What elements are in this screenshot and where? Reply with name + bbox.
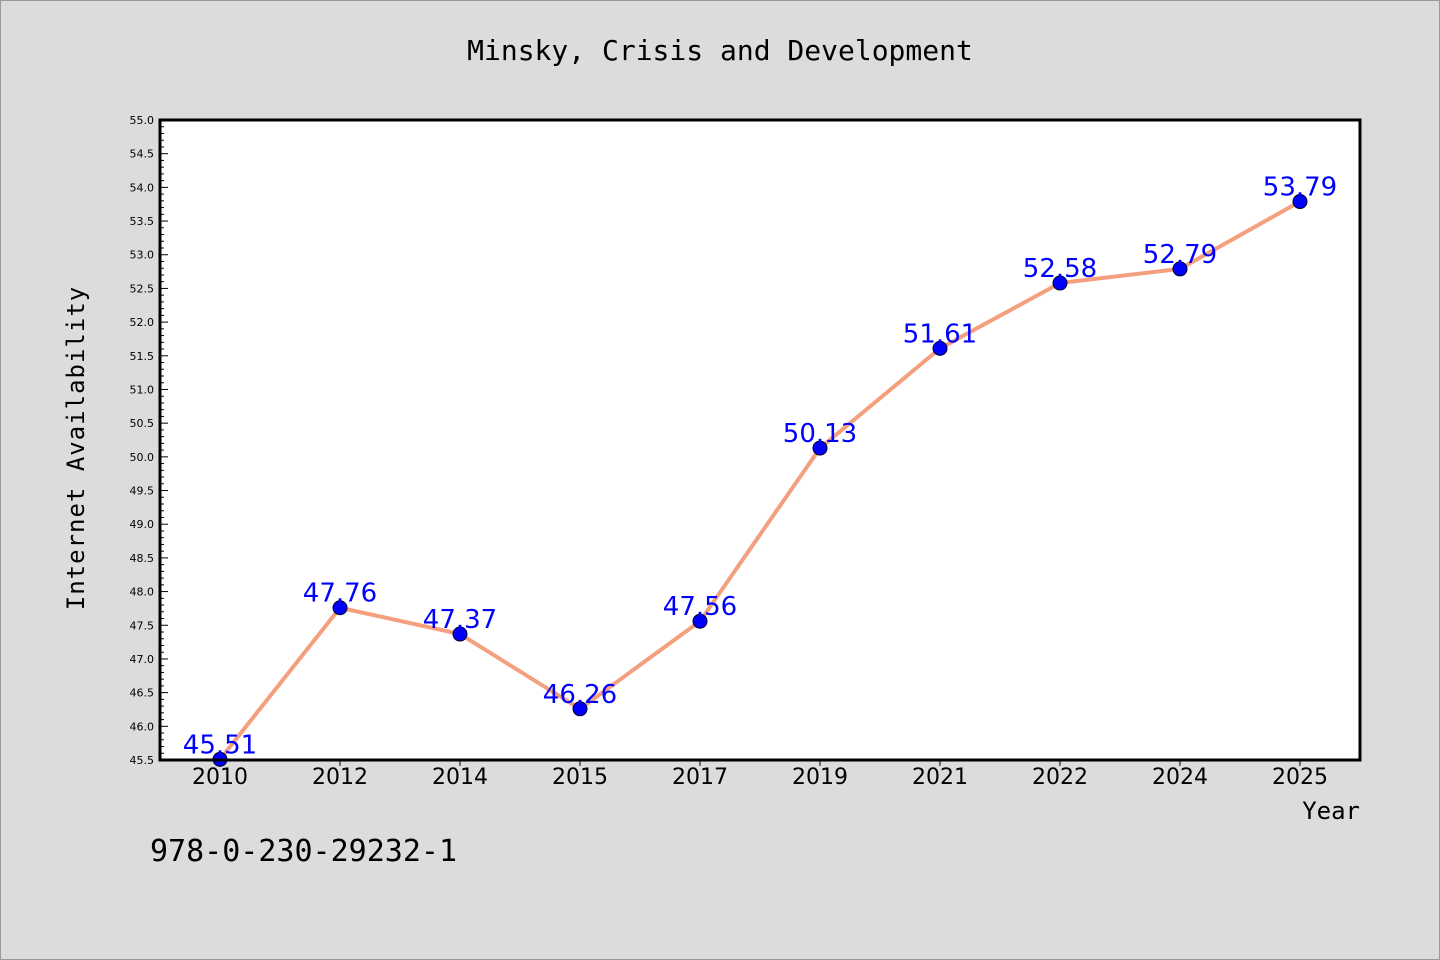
data-label: 47.37 [423,605,497,635]
data-label: 45.51 [183,730,257,760]
data-labels: 45.51 47.76 47.37 46.26 47.56 50.13 51.61 52.58… [183,173,1337,761]
x-tick-label: 2012 [312,765,368,790]
plot-border [158,118,1362,762]
x-tick-label: 2015 [552,765,608,790]
y-tick-label: 48.0 [130,586,155,599]
data-label: 51.61 [903,319,977,349]
y-tick-label: 45.5 [130,754,155,767]
x-axis: 2010 2012 2014 2015 2017 2019 2021 2022 2024 2025 [192,760,1328,790]
data-label: 47.76 [303,579,377,609]
data-label: 52.58 [1023,254,1097,284]
x-tick-label: 2022 [1032,765,1088,790]
data-label: 50.13 [783,419,857,449]
y-tick-label: 47.0 [130,653,155,666]
chart-title: Minsky, Crisis and Development [467,34,973,67]
plot-area [160,120,1360,760]
y-tick-label: 49.0 [130,518,155,531]
footer-code: 978-0-230-29232-1 [150,834,458,869]
y-tick-label: 55.0 [130,114,155,127]
data-label: 47.56 [663,592,737,622]
data-point [1052,275,1068,291]
x-tick-label: 2025 [1272,765,1328,790]
y-tick-label: 54.0 [130,181,155,194]
x-tick-label: 2017 [672,765,728,790]
data-point [932,340,948,356]
data-point [1292,194,1308,210]
data-markers [212,194,1308,767]
y-tick-label: 53.0 [130,249,155,262]
data-label: 53.79 [1263,173,1337,203]
data-label: 46.26 [543,680,617,710]
y-tick-label: 47.5 [130,619,155,632]
y-tick-label: 52.0 [130,316,155,329]
y-tick-label: 51.0 [130,383,155,396]
x-tick-label: 2021 [912,765,968,790]
data-point [1172,261,1188,277]
x-axis-title: Year [1302,797,1360,825]
y-tick-label: 49.5 [130,485,155,498]
series-line [218,199,1302,762]
data-point [332,600,348,616]
y-tick-label: 51.5 [130,350,155,363]
y-tick-label: 50.5 [130,417,155,430]
y-tick-label: 50.0 [130,451,155,464]
data-label: 52.79 [1143,240,1217,270]
y-tick-label: 52.5 [130,282,155,295]
y-tick-label: 46.0 [130,720,155,733]
data-point [452,626,468,642]
x-tick-label: 2019 [792,765,848,790]
data-point [692,613,708,629]
data-point [812,440,828,456]
x-tick-label: 2024 [1152,765,1208,790]
y-tick-label: 46.5 [130,687,155,700]
x-tick-label: 2010 [192,765,248,790]
y-tick-label: 54.5 [130,148,155,161]
y-tick-label: 48.5 [130,552,155,565]
x-tick-label: 2014 [432,765,488,790]
data-point [572,701,588,717]
y-tick-label: 53.5 [130,215,155,228]
